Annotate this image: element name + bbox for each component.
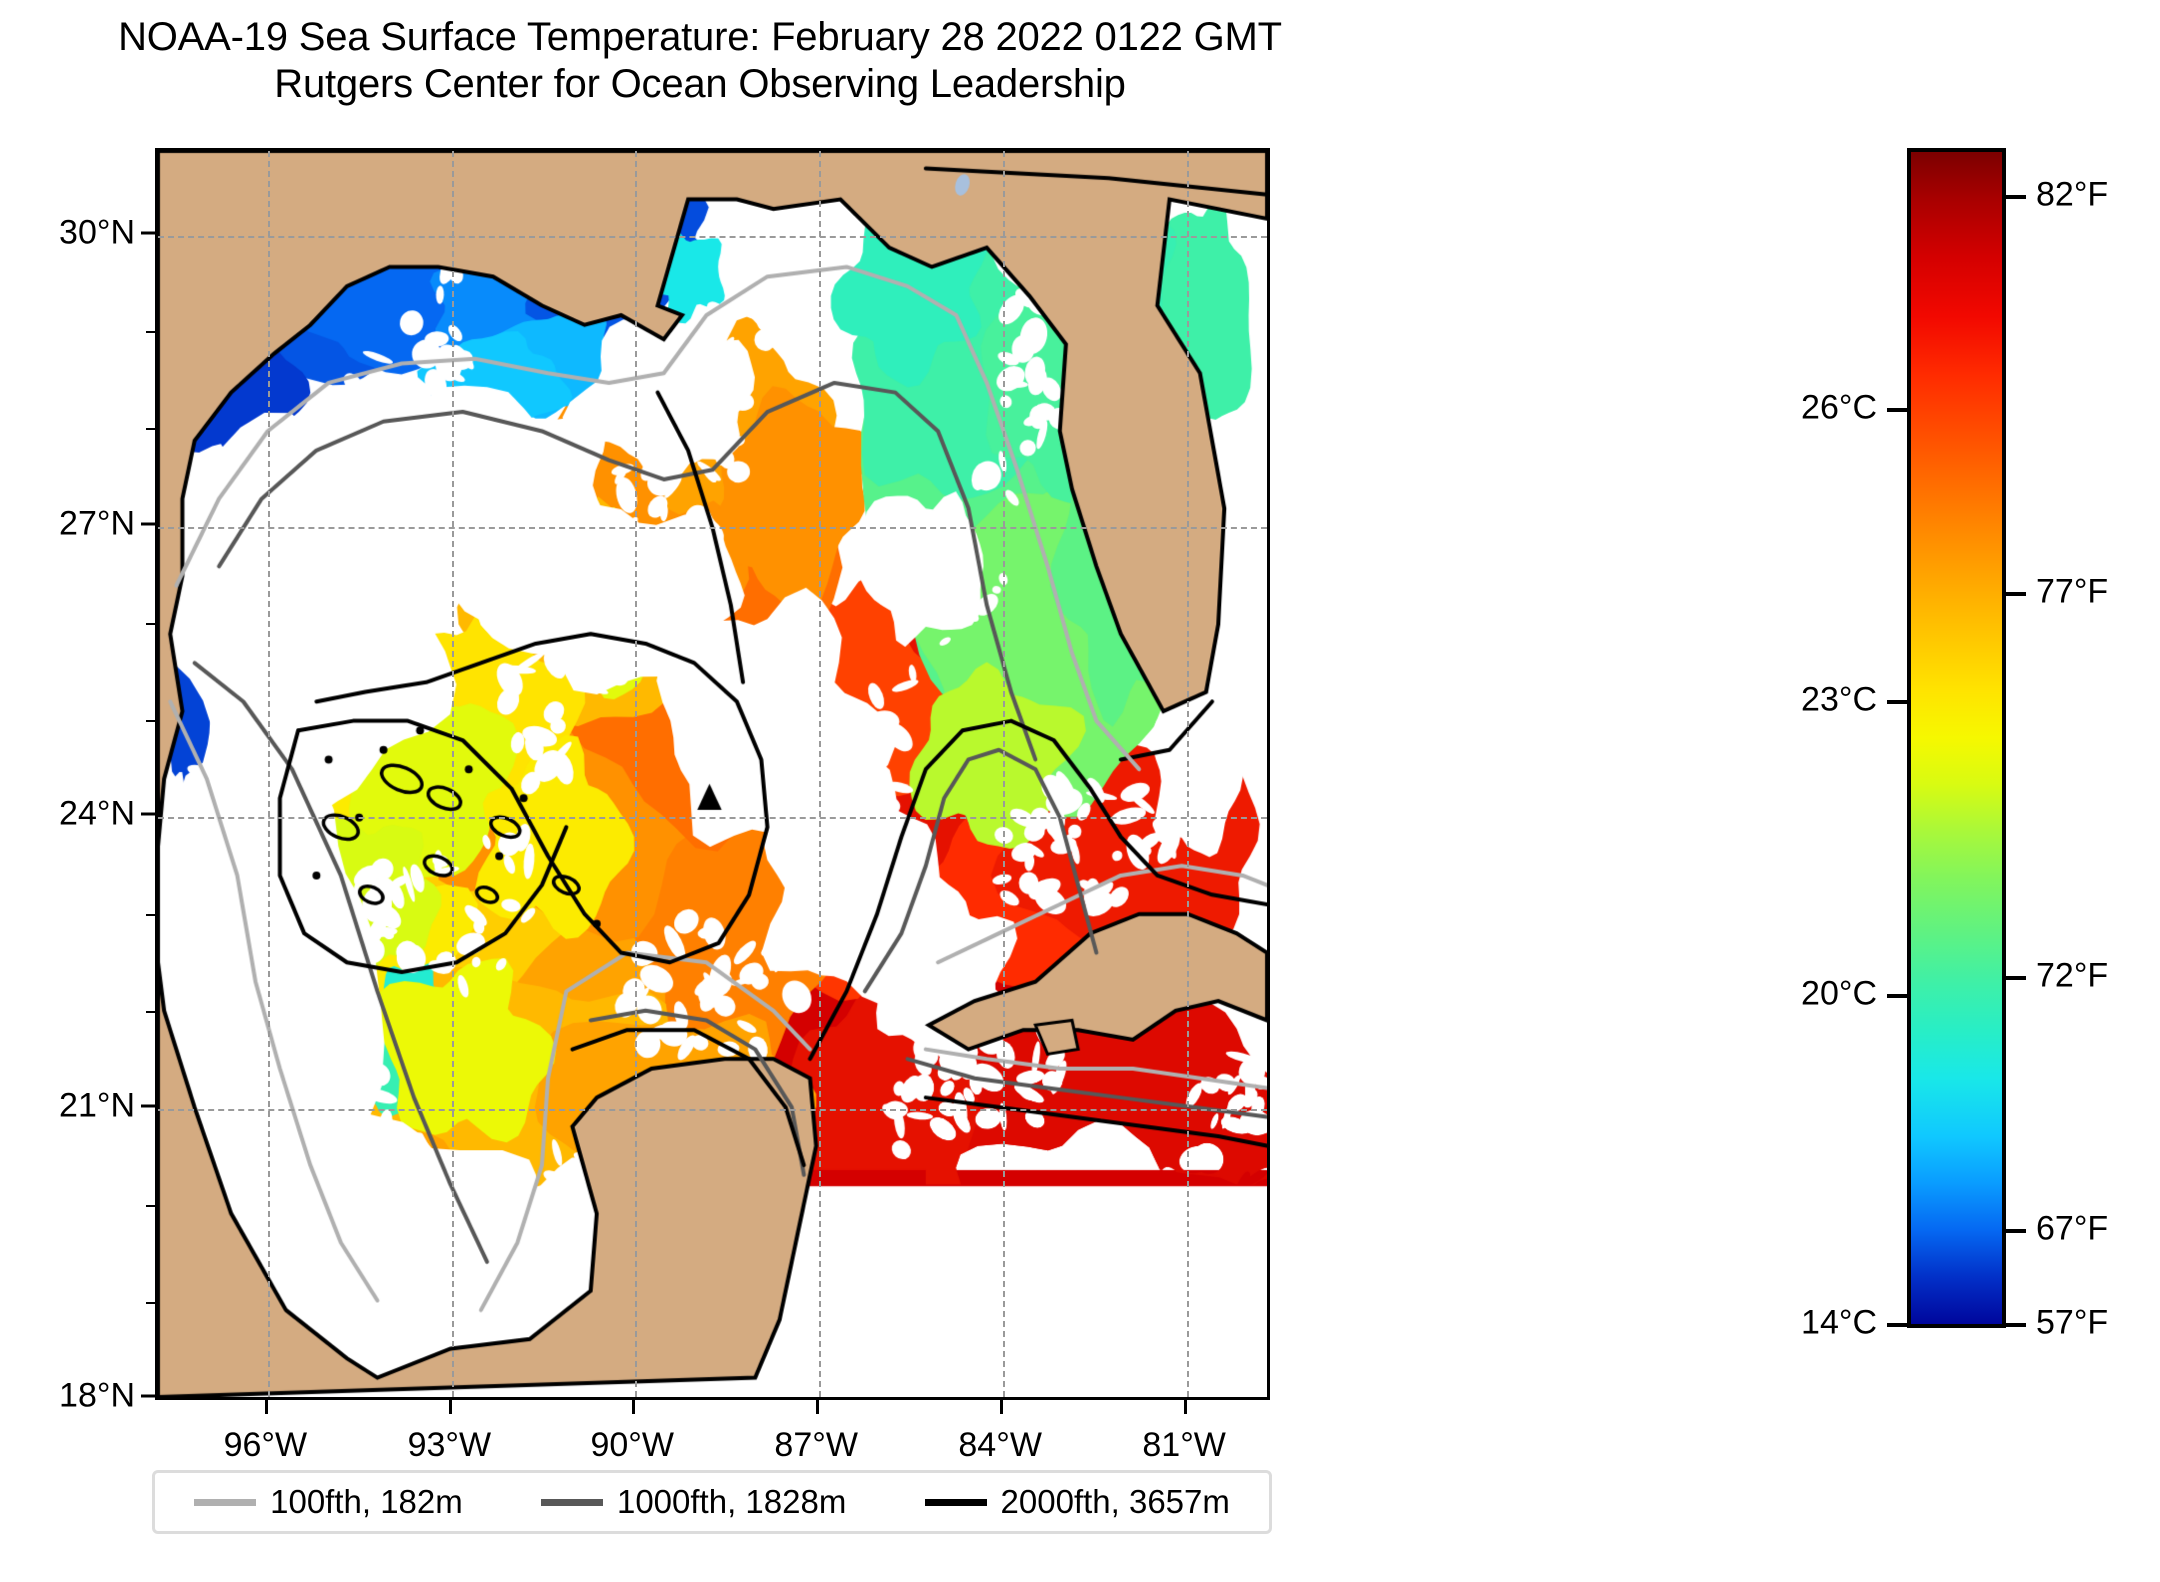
colorbar-label-fahrenheit-0: 82°F [2036, 175, 2109, 214]
xaxis-label-1: 93°W [407, 1426, 492, 1464]
ytick-minor [146, 331, 155, 334]
ytick-minor [146, 1301, 155, 1304]
legend-item: 2000fth, 3657m [924, 1483, 1230, 1521]
colorbar-tick-c-0 [1887, 407, 1907, 412]
yaxis-label-0: 30°N [59, 213, 135, 252]
sst-map[interactable] [155, 148, 1270, 1400]
colorbar-label-celsius-1: 23°C [1801, 680, 1877, 719]
title-line-1: NOAA-19 Sea Surface Temperature: Februar… [118, 15, 1282, 59]
colorbar-tick-f-1 [2006, 591, 2026, 596]
ytick-minor [146, 1010, 155, 1013]
ytick-2 [141, 812, 155, 816]
ytick-minor [146, 622, 155, 625]
sst-raster [158, 151, 1267, 1397]
legend-line-swatch [540, 1498, 603, 1506]
xtick-5 [1184, 1400, 1188, 1414]
ytick-4 [141, 1394, 155, 1398]
yaxis-label-2: 24°N [59, 794, 135, 833]
legend-item: 100fth, 182m [194, 1483, 463, 1521]
yaxis-label-4: 18°N [59, 1376, 135, 1415]
colorbar-tick-c-3 [1887, 1323, 1907, 1328]
ytick-3 [141, 1104, 155, 1108]
xaxis-label-0: 96°W [223, 1426, 308, 1464]
colorbar-label-fahrenheit-4: 57°F [2036, 1303, 2109, 1342]
ytick-0 [141, 231, 155, 235]
page-title: NOAA-19 Sea Surface Temperature: Februar… [0, 14, 1400, 108]
colorbar-label-fahrenheit-1: 77°F [2036, 572, 2109, 611]
legend-label: 2000fth, 3657m [1000, 1483, 1230, 1520]
bathymetry-legend: 100fth, 182m 1000fth, 1828m 2000fth, 3657m [152, 1470, 1272, 1534]
colorbar-tick-f-4 [2006, 1323, 2026, 1328]
title-line-2: Rutgers Center for Ocean Observing Leade… [274, 62, 1126, 107]
xaxis-label-4: 84°W [958, 1426, 1042, 1464]
colorbar-tick-f-3 [2006, 1228, 2026, 1233]
colorbar-tick-c-2 [1887, 994, 1907, 999]
colorbar-label-fahrenheit-2: 72°F [2036, 956, 2109, 995]
xaxis-label-2: 90°W [590, 1426, 674, 1464]
xaxis-label-5: 81°W [1142, 1426, 1226, 1464]
xtick-1 [449, 1400, 453, 1414]
colorbar-label-fahrenheit-3: 67°F [2036, 1209, 2109, 1248]
yaxis-label-1: 27°N [59, 504, 135, 543]
xaxis-label-3: 87°W [774, 1426, 858, 1464]
colorbar-tick-f-0 [2006, 195, 2026, 200]
xtick-0 [265, 1400, 269, 1414]
colorbar-tick-f-2 [2006, 976, 2026, 981]
ytick-1 [141, 522, 155, 526]
colorbar-tick-c-1 [1887, 700, 1907, 705]
colorbar[interactable] [1907, 148, 2006, 1328]
colorbar-gradient [1911, 152, 2002, 1324]
legend-item: 1000fth, 1828m [540, 1483, 847, 1521]
ytick-minor [146, 1204, 155, 1207]
gridline-lat-4 [158, 1399, 1267, 1400]
legend-line-swatch [924, 1498, 987, 1506]
yaxis-label-3: 21°N [59, 1086, 135, 1125]
legend-line-swatch [194, 1498, 257, 1506]
xtick-4 [1000, 1400, 1004, 1414]
colorbar-label-celsius-2: 20°C [1801, 974, 1877, 1013]
legend-label: 1000fth, 1828m [616, 1483, 847, 1520]
colorbar-label-celsius-3: 14°C [1801, 1303, 1877, 1342]
legend-label: 100fth, 182m [270, 1483, 463, 1520]
xtick-3 [816, 1400, 820, 1414]
ytick-minor [146, 913, 155, 916]
xtick-2 [632, 1400, 636, 1414]
colorbar-label-celsius-0: 26°C [1801, 388, 1877, 427]
ytick-minor [146, 428, 155, 431]
ytick-minor [146, 719, 155, 722]
